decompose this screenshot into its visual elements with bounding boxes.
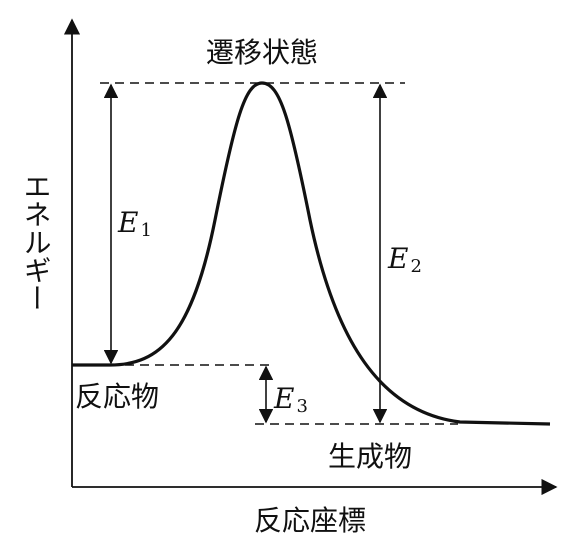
product-label: 生成物	[328, 440, 412, 473]
e3-symbol: E	[273, 382, 294, 415]
e2-symbol: E	[387, 242, 408, 275]
reactant-label: 反応物	[75, 380, 159, 413]
x-axis-label: 反応座標	[254, 504, 366, 537]
e1-symbol: E	[117, 206, 138, 239]
e1-subscript: 1	[140, 220, 151, 241]
e2-subscript: 2	[410, 256, 421, 277]
y-axis-label: エネルギー	[20, 172, 53, 312]
reaction-curve	[72, 81, 551, 426]
e3-subscript: 3	[296, 396, 307, 417]
transition-label: 遷移状態	[206, 36, 318, 69]
